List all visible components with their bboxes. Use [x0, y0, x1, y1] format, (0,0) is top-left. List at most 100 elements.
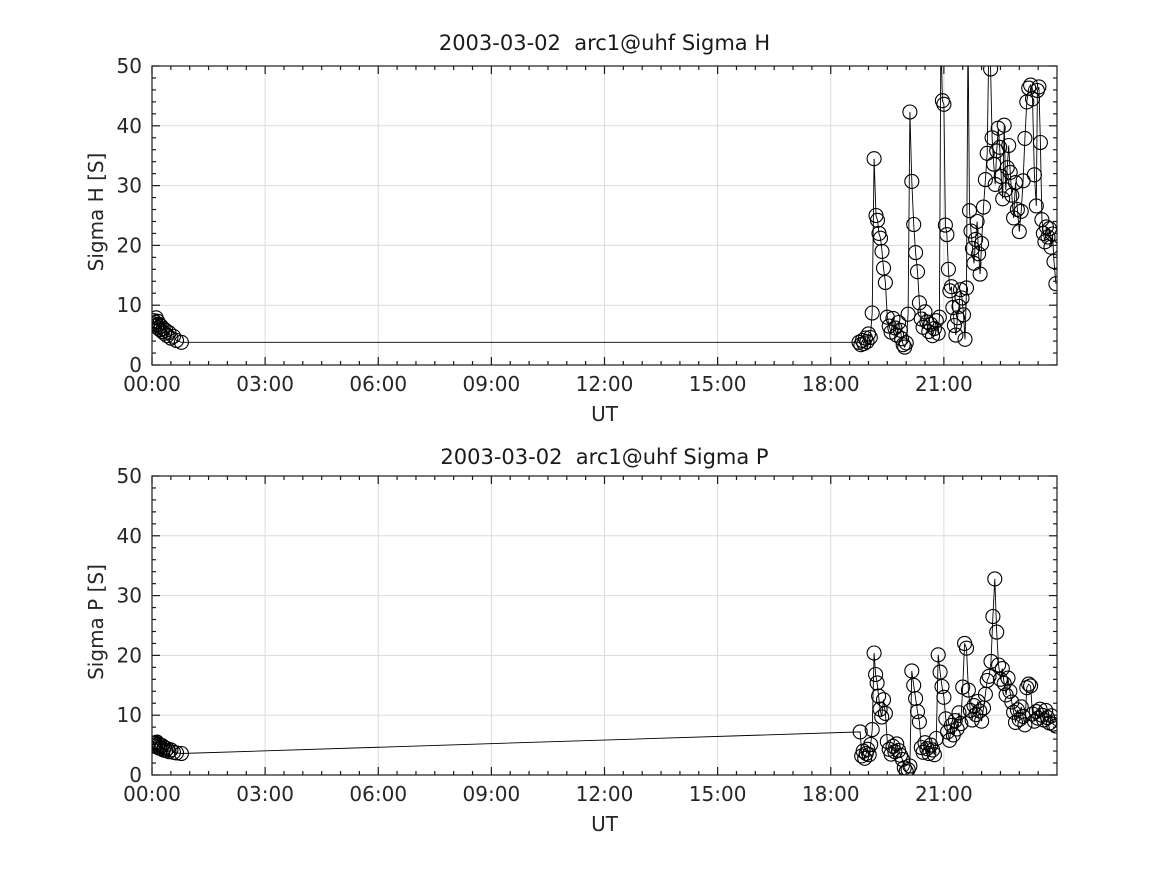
- data-point-marker: [155, 320, 171, 337]
- y-tick-label: 50: [117, 54, 142, 78]
- data-point-marker: [892, 322, 909, 338]
- data-point-marker: [1026, 167, 1042, 183]
- data-point-marker: [934, 678, 950, 695]
- data-point-marker: [949, 721, 965, 737]
- data-point-marker: [992, 671, 1008, 687]
- data-point-marker: [1024, 91, 1041, 107]
- data-point-marker: [977, 172, 993, 188]
- data-point-marker: [939, 227, 955, 243]
- data-point-marker: [1032, 134, 1048, 151]
- data-point-marker: [930, 325, 946, 341]
- subplot-1: 00:00 03:00 06:00 09:00 12:00 15:00 18:00 21:00…: [117, 464, 1058, 806]
- data-point-marker: [1001, 137, 1017, 154]
- data-point-marker: [908, 245, 924, 261]
- data-point-marker: [937, 217, 953, 233]
- x-tick-label: 03:00: [236, 782, 294, 806]
- x-tick-label: 06:00: [349, 372, 407, 396]
- data-point-marker: [866, 645, 882, 661]
- data-point-marker: [958, 640, 975, 656]
- data-point-marker: [894, 331, 910, 347]
- data-point-marker: [902, 104, 918, 120]
- data-point-marker: [921, 745, 937, 762]
- data-point-marker: [863, 736, 879, 753]
- data-point-marker: [864, 305, 880, 321]
- data-point-marker: [926, 747, 942, 763]
- data-point-marker: [1037, 234, 1053, 250]
- sigma-p-title: 2003-03-02 arc1@uhf Sigma P: [440, 445, 769, 469]
- data-point-marker: [964, 712, 980, 728]
- subplot-0: 00:00 03:00 06:00 09:00 12:00 15:00 18:00 21:00…: [117, 23, 1058, 396]
- data-point-marker: [943, 279, 959, 295]
- data-point-marker: [1002, 164, 1018, 180]
- x-tick-label: 00:00: [123, 372, 181, 396]
- data-point-marker: [1048, 276, 1057, 292]
- data-point-marker: [862, 329, 878, 346]
- data-point-marker: [932, 664, 948, 680]
- data-point-marker: [904, 173, 920, 189]
- data-point-marker: [158, 322, 174, 338]
- data-point-marker: [951, 705, 967, 721]
- sigma-h-title: 2003-03-02 arc1@uhf Sigma H: [438, 31, 771, 55]
- data-point-marker: [969, 213, 985, 230]
- data-point-marker: [861, 747, 877, 763]
- data-point-marker: [872, 230, 889, 246]
- data-point-marker: [993, 169, 1009, 185]
- data-point-marker: [931, 309, 947, 325]
- data-point-marker: [994, 661, 1010, 677]
- data-point-marker: [1044, 226, 1057, 242]
- data-point-marker: [1021, 80, 1037, 96]
- x-tick-label: 09:00: [463, 372, 521, 396]
- data-point-marker: [860, 741, 876, 757]
- data-point-marker: [859, 334, 875, 350]
- data-point-marker: [981, 668, 997, 684]
- data-point-marker: [953, 716, 969, 732]
- data-point-marker: [871, 688, 887, 704]
- data-point-marker: [989, 624, 1005, 640]
- x-tick-label: 06:00: [349, 782, 407, 806]
- data-point-marker: [877, 274, 893, 291]
- data-point-marker: [898, 763, 914, 775]
- data-point-marker: [971, 246, 987, 262]
- data-point-marker: [992, 139, 1008, 155]
- data-point-marker: [952, 282, 969, 298]
- data-point-marker: [881, 318, 897, 334]
- data-point-marker: [936, 96, 952, 112]
- data-point-marker: [165, 328, 182, 344]
- data-point-marker: [911, 295, 927, 311]
- data-point-marker: [852, 724, 868, 740]
- data-point-marker: [173, 745, 189, 762]
- data-point-marker: [875, 260, 892, 276]
- data-point-marker: [945, 300, 961, 316]
- data-point-marker: [934, 26, 948, 40]
- data-point-marker: [911, 714, 927, 730]
- data-point-marker: [1046, 253, 1057, 270]
- data-point-marker: [891, 314, 907, 331]
- data-point-marker: [930, 647, 946, 663]
- data-point-marker: [1032, 701, 1048, 717]
- y-tick-label: 50: [117, 464, 142, 488]
- data-point-marker: [987, 571, 1003, 587]
- data-point-marker: [908, 690, 924, 707]
- x-tick-label: 12:00: [576, 372, 634, 396]
- data-point-marker: [909, 704, 926, 720]
- data-point-marker: [904, 663, 920, 679]
- data-series: [152, 23, 1057, 355]
- data-point-marker: [1013, 699, 1029, 715]
- data-point-marker: [900, 306, 916, 322]
- data-point-marker: [1028, 198, 1044, 214]
- data-point-marker: [895, 337, 911, 353]
- data-point-marker: [902, 758, 918, 774]
- x-tick-label: 09:00: [463, 782, 521, 806]
- data-point-marker: [1017, 717, 1033, 733]
- data-point-marker: [874, 709, 890, 725]
- data-line: [152, 578, 1057, 773]
- data-point-marker: [983, 66, 999, 77]
- data-point-marker: [961, 23, 975, 37]
- data-point-marker: [987, 176, 1003, 192]
- x-tick-label: 21:00: [915, 782, 973, 806]
- data-point-marker: [1048, 718, 1057, 734]
- data-point-marker: [161, 744, 177, 760]
- data-point-marker: [964, 240, 981, 256]
- data-point-marker: [983, 653, 999, 669]
